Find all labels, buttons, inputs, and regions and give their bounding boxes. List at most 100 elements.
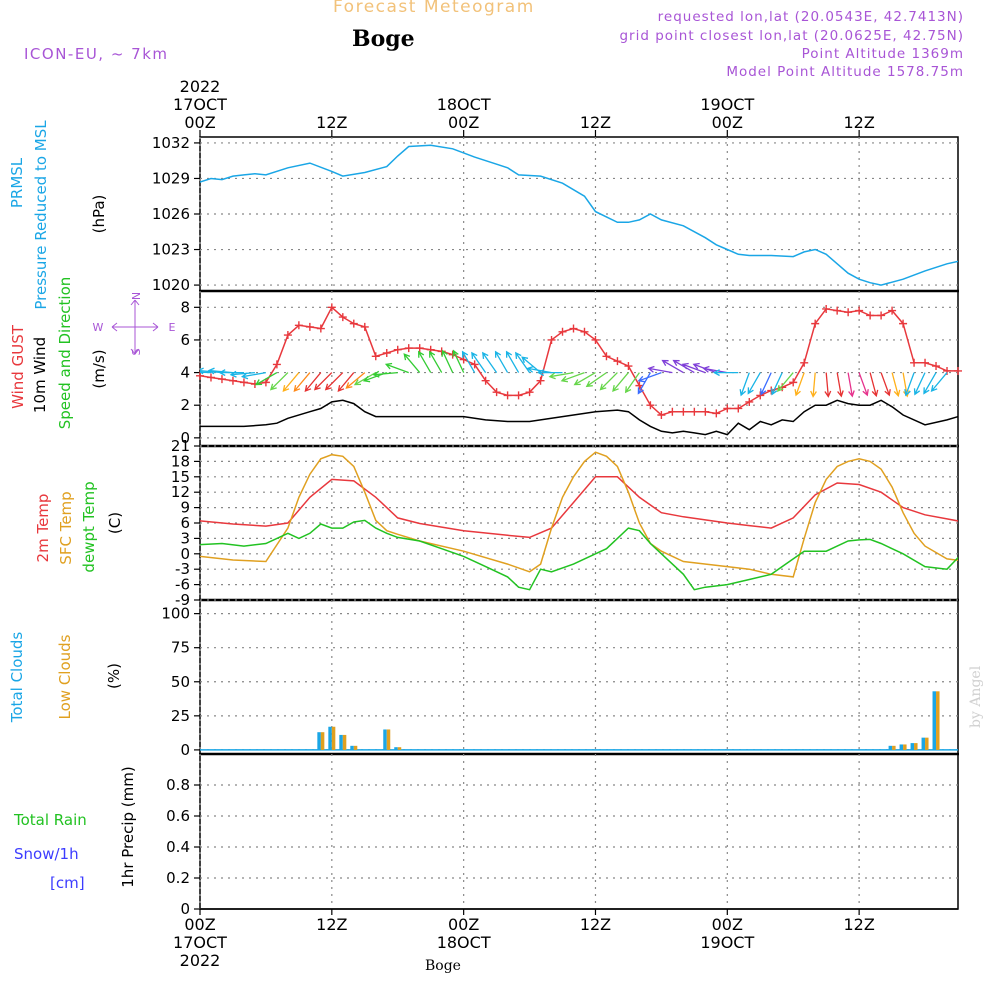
wind-arrow — [269, 372, 289, 391]
gust-marker — [382, 349, 391, 357]
low-cloud-bar — [342, 734, 347, 750]
total-cloud-bar — [153, 742, 157, 750]
snow-label: Snow/1h — [14, 845, 79, 863]
total-cloud-bar — [910, 743, 915, 750]
gust-marker — [514, 391, 523, 400]
y-tick-label: 0 — [180, 900, 190, 918]
total-cloud-bar — [339, 734, 343, 750]
sfc-temp-line — [200, 451, 958, 578]
wind-arrow — [505, 350, 520, 373]
gust-marker — [294, 321, 303, 330]
bottom-tick-label: 12Z — [843, 915, 874, 934]
top-tick-label: 12Z — [843, 113, 874, 132]
compass-vertical — [130, 299, 140, 355]
bottom-tick-label: 00Z — [448, 915, 479, 934]
y-tick-label: 0.8 — [166, 776, 190, 794]
wind-arrow — [418, 350, 432, 373]
wind-arrow — [739, 372, 750, 397]
y-tick-label: 2 — [180, 396, 190, 414]
top-date-label: 19OCT — [700, 95, 754, 114]
y-tick-label: -6 — [175, 576, 190, 594]
wind-unit: (m/s) — [90, 349, 108, 388]
wind-arrow — [930, 372, 948, 393]
gust-marker — [657, 411, 666, 419]
wind-arrow — [282, 372, 300, 393]
total-cloud-bar — [888, 745, 893, 750]
gust-marker — [217, 375, 226, 384]
gust-marker — [811, 319, 820, 328]
wind-arrow — [293, 372, 311, 393]
rain-label: Total Rain — [13, 811, 87, 829]
gust-marker — [580, 327, 589, 336]
low-cloud-bar — [331, 726, 336, 750]
gust-marker — [756, 391, 765, 400]
bottom-tick-label: 00Z — [712, 915, 743, 934]
total-cloud-bar — [932, 691, 937, 750]
low-cloud-bar — [145, 739, 149, 750]
top-tick-label: 12Z — [580, 113, 611, 132]
gust-marker — [569, 324, 578, 333]
low-cloud-bar — [903, 744, 907, 750]
wind-arrow — [681, 362, 706, 374]
wind-arrow — [218, 369, 244, 377]
y-tick-label: 100 — [161, 605, 190, 623]
wind-arrow — [847, 372, 855, 398]
bottom-tick-label: 12Z — [316, 915, 347, 934]
wind-arrow — [836, 372, 844, 398]
gust-marker — [668, 407, 677, 416]
gust-marker — [349, 319, 358, 328]
gust-marker — [536, 376, 545, 385]
y-tick-label: 1020 — [152, 276, 190, 294]
gust-marker — [613, 357, 622, 366]
y-tick-label: 1026 — [152, 205, 190, 223]
bottom-date-label: 17OCT — [173, 933, 227, 952]
wind-arrow — [585, 372, 607, 388]
grid-point-coords: grid point closest lon,lat (20.0625E, 42… — [619, 28, 964, 44]
gust-marker — [547, 335, 556, 344]
y-tick-label: 6 — [180, 514, 190, 532]
low-cloud-bar — [892, 745, 896, 750]
gust-marker — [954, 366, 962, 375]
gust-marker — [371, 352, 380, 361]
cloud-unit: (%) — [105, 663, 123, 689]
wind-arrow — [858, 372, 869, 397]
footer-location: Boge — [425, 958, 461, 974]
y-tick-label: 0 — [180, 545, 190, 563]
y-tick-label: 1023 — [152, 241, 190, 259]
total-cloud-bar — [383, 729, 387, 750]
gust-marker — [591, 335, 600, 344]
bottom-date-label: 18OCT — [437, 933, 491, 952]
wind-arrow — [337, 372, 355, 393]
bottom-year-label: 2022 — [180, 951, 221, 970]
dewpoint-line — [200, 519, 958, 591]
low-cloud-bar — [914, 743, 918, 750]
temp-2m-label: 2m Temp — [34, 494, 52, 563]
wind-arrow — [904, 372, 915, 397]
total-cloud-bar — [899, 744, 904, 750]
wind-arrow — [515, 351, 531, 373]
top-date-label: 18OCT — [437, 95, 491, 114]
dewpoint-label: dewpt Temp — [80, 481, 98, 572]
temp-2m-line — [200, 476, 958, 539]
wind-arrow — [429, 350, 443, 373]
y-tick-label: 25 — [171, 707, 190, 725]
wind-arrow — [612, 372, 629, 393]
y-tick-label: 8 — [180, 298, 190, 316]
wind-arrow — [313, 372, 333, 391]
wind-arrow — [461, 350, 476, 373]
wind-arrow — [702, 365, 728, 374]
top-tick-label: 00Z — [712, 113, 743, 132]
gust-marker — [503, 391, 512, 400]
compass-north: N — [130, 292, 143, 300]
wind-arrow — [923, 372, 937, 395]
compass-west: W — [93, 321, 104, 334]
wind-arrow — [471, 351, 487, 373]
point-altitude: Point Altitude 1369m — [801, 46, 964, 62]
wind-arrow — [810, 372, 817, 398]
gust-marker — [921, 358, 930, 367]
gust-marker — [800, 358, 809, 367]
gust-marker — [646, 401, 655, 410]
wind-arrow — [891, 372, 901, 398]
gust-marker — [712, 409, 721, 418]
wind-arrow — [776, 372, 794, 393]
